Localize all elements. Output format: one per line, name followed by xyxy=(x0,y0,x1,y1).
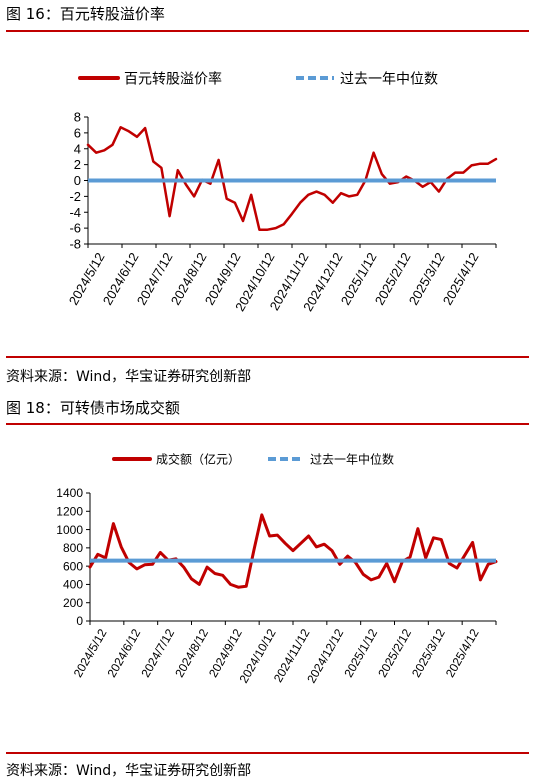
figure-16-source: 资料来源：Wind，华宝证券研究创新部 xyxy=(6,369,252,385)
x-tick-label: 2024/5/12 xyxy=(71,626,110,680)
y-tick-label: -4 xyxy=(69,205,81,220)
legend-label-series: 成交额（亿元） xyxy=(156,452,240,467)
legend-label-series: 百元转股溢价率 xyxy=(124,70,222,86)
figure-16-top-rule xyxy=(6,30,529,32)
y-tick-label: 0 xyxy=(76,614,83,628)
y-tick-label: -2 xyxy=(69,189,81,204)
y-tick-label: 1400 xyxy=(56,486,83,500)
x-tick-label: 2024/7/12 xyxy=(138,626,177,680)
y-tick-label: 2 xyxy=(74,157,81,172)
x-tick-label: 2025/2/12 xyxy=(375,626,414,680)
y-tick-label: -6 xyxy=(69,221,81,236)
figure-16-caption: 图 16：百元转股溢价率 xyxy=(6,5,165,23)
figure-16-bottom-rule xyxy=(6,356,529,358)
figure-18-bottom-rule xyxy=(6,752,529,754)
y-tick-label: 4 xyxy=(74,141,81,156)
x-tick-label: 2024/6/12 xyxy=(105,626,144,680)
y-tick-label: 8 xyxy=(74,110,81,125)
figure-18-top-rule xyxy=(6,423,529,425)
turnover-chart: 1400 1200 1000 800 600 400 200 02024/5/122024/6… xyxy=(56,452,498,686)
series-line xyxy=(86,126,498,231)
series-line xyxy=(88,513,498,589)
y-tick-label: 0 xyxy=(74,173,81,188)
x-tick-label: 2024/9/12 xyxy=(206,626,245,680)
x-tick-label: 2025/3/12 xyxy=(409,626,448,680)
y-tick-label: 200 xyxy=(63,596,83,610)
x-tick-label: 2025/1/12 xyxy=(341,626,380,680)
premium-rate-chart: 86420-2-4-6-82024/5/122024/6/122024/7/12… xyxy=(66,70,498,314)
y-tick-label: 400 xyxy=(63,578,83,592)
y-tick-label: 600 xyxy=(63,559,83,573)
y-tick-label: -8 xyxy=(69,237,81,252)
legend-label-median: 过去一年中位数 xyxy=(310,452,394,467)
y-tick-label: 800 xyxy=(63,541,83,555)
y-tick-label: 6 xyxy=(74,125,81,140)
legend-label-median: 过去一年中位数 xyxy=(340,70,438,86)
y-tick-label: 1200 xyxy=(56,504,83,518)
y-tick-label: 1000 xyxy=(56,523,83,537)
x-tick-label: 2024/8/12 xyxy=(172,626,211,680)
figure-18-source: 资料来源：Wind，华宝证券研究创新部 xyxy=(6,763,252,779)
figure-18-caption: 图 18：可转债市场成交额 xyxy=(6,399,180,417)
x-tick-label: 2025/4/12 xyxy=(443,626,482,680)
